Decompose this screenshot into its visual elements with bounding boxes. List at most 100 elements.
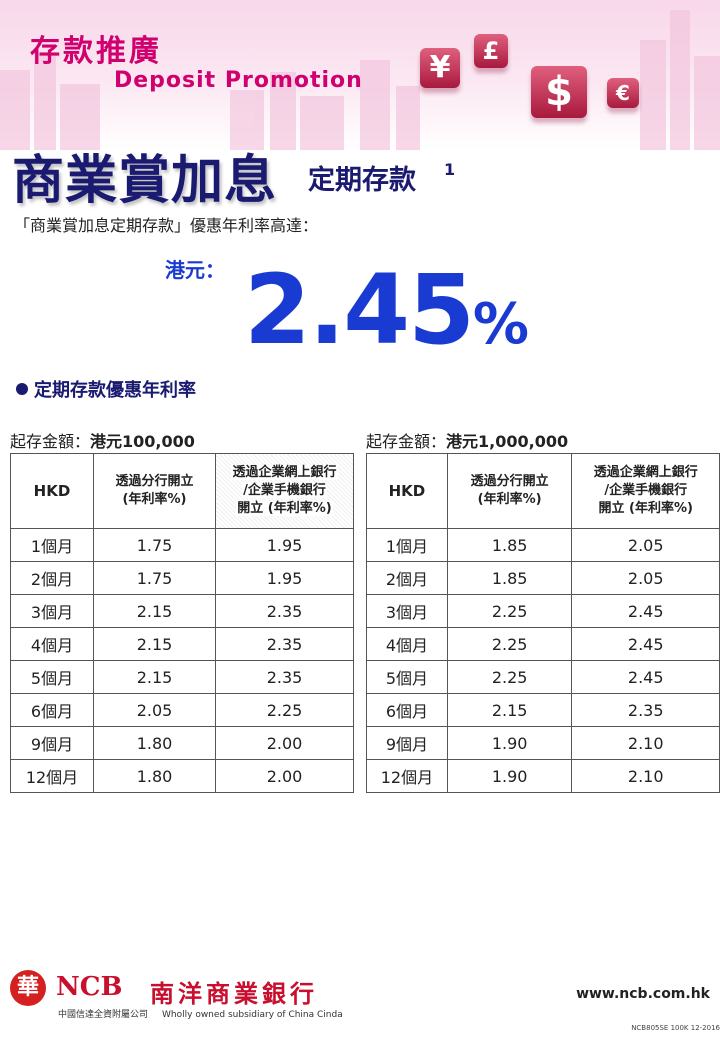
- highlight-rate-unit: %: [472, 292, 529, 357]
- header-hkd: HKD: [10, 453, 94, 529]
- branch-rate-cell: 1.85: [446, 528, 573, 562]
- table-row: 1個月 1.75 1.95: [10, 528, 354, 562]
- table-row: 2個月 1.85 2.05: [366, 561, 720, 595]
- online-rate-cell: 2.35: [215, 627, 354, 661]
- table-row: 5個月 2.25 2.45: [366, 660, 720, 694]
- online-rate-cell: 2.35: [571, 693, 720, 727]
- subsidiary-en: Wholly owned subsidiary of China Cinda: [162, 1010, 343, 1020]
- caption-prefix: 起存金額：: [10, 432, 91, 451]
- table-header-row: HKD 透過分行開立 (年利率%) 透過企業網上銀行/企業手機銀行 開立 (年利率%…: [366, 453, 720, 529]
- caption-prefix: 起存金額：: [366, 432, 447, 451]
- term-cell: 2個月: [10, 561, 94, 595]
- branch-rate-cell: 1.90: [446, 759, 573, 793]
- online-rate-cell: 1.95: [215, 561, 354, 595]
- term-cell: 9個月: [366, 726, 448, 760]
- bullet-icon: [16, 383, 28, 395]
- header-hkd: HKD: [366, 453, 448, 529]
- dollar-icon: $: [531, 66, 587, 118]
- header-branch: 透過分行開立 (年利率%): [93, 453, 216, 529]
- term-cell: 3個月: [10, 594, 94, 628]
- table-row: 6個月 2.05 2.25: [10, 693, 354, 727]
- branch-rate-cell: 2.15: [93, 660, 216, 694]
- term-cell: 12個月: [366, 759, 448, 793]
- branch-rate-cell: 2.15: [93, 594, 216, 628]
- header-online: 透過企業網上銀行/企業手機銀行 開立 (年利率%): [571, 453, 720, 529]
- table-row: 4個月 2.15 2.35: [10, 627, 354, 661]
- table-row: 12個月 1.80 2.00: [10, 759, 354, 793]
- online-rate-cell: 2.35: [215, 660, 354, 694]
- product-type: 定期存款: [308, 165, 416, 196]
- online-rate-cell: 2.00: [215, 759, 354, 793]
- branch-rate-cell: 2.25: [446, 660, 573, 694]
- header-online: 透過企業網上銀行/企業手機銀行 開立 (年利率%): [215, 453, 354, 529]
- branch-rate-cell: 2.25: [446, 627, 573, 661]
- online-rate-cell: 2.45: [571, 660, 720, 694]
- branch-rate-cell: 2.15: [446, 693, 573, 727]
- section-title-text: 定期存款優惠年利率: [34, 380, 196, 401]
- header-branch: 透過分行開立 (年利率%): [446, 453, 573, 529]
- online-rate-cell: 2.10: [571, 726, 720, 760]
- table-row: 5個月 2.15 2.35: [10, 660, 354, 694]
- term-cell: 3個月: [366, 594, 448, 628]
- online-rate-cell: 2.45: [571, 627, 720, 661]
- euro-icon: €: [607, 78, 639, 108]
- header-banner: 存款推廣 Deposit Promotion ¥ £ $ €: [0, 0, 720, 150]
- term-cell: 12個月: [10, 759, 94, 793]
- product-footnote-marker: 1: [444, 160, 456, 179]
- term-cell: 9個月: [10, 726, 94, 760]
- subsidiary-cn: 中國信達全資附屬公司: [58, 1010, 149, 1020]
- yen-icon: ¥: [420, 48, 460, 88]
- table-row: 1個月 1.85 2.05: [366, 528, 720, 562]
- table-row: 3個月 2.15 2.35: [10, 594, 354, 628]
- table-row: 9個月 1.80 2.00: [10, 726, 354, 760]
- term-cell: 6個月: [366, 693, 448, 727]
- website-link[interactable]: www.ncb.com.hk: [576, 986, 710, 1002]
- branch-rate-cell: 1.85: [446, 561, 573, 595]
- city-skyline-decoration: [0, 10, 720, 150]
- product-name: 商業賞加息: [12, 151, 278, 211]
- section-title: 定期存款優惠年利率: [16, 376, 196, 402]
- term-cell: 5個月: [10, 660, 94, 694]
- caption-amount: 港元1,000,000: [446, 432, 569, 451]
- rate-table-100k: HKD 透過分行開立 (年利率%) 透過企業網上銀行/企業手機銀行 開立 (年利率%…: [10, 453, 354, 793]
- print-code: NCB805SE 100K 12-2016: [631, 1024, 720, 1032]
- branch-rate-cell: 1.75: [93, 561, 216, 595]
- table-row: 4個月 2.25 2.45: [366, 627, 720, 661]
- table-row: 12個月 1.90 2.10: [366, 759, 720, 793]
- online-rate-cell: 2.05: [571, 561, 720, 595]
- caption-amount: 港元100,000: [90, 432, 195, 451]
- term-cell: 5個月: [366, 660, 448, 694]
- logo-ncb-text: NCB: [56, 972, 123, 1002]
- highlight-rate-value: 2.45: [244, 254, 475, 366]
- branch-rate-cell: 1.75: [93, 528, 216, 562]
- table-row: 2個月 1.75 1.95: [10, 561, 354, 595]
- intro-text: 「商業賞加息定期存款」優惠年利率高達：: [14, 216, 319, 235]
- online-rate-cell: 1.95: [215, 528, 354, 562]
- table-caption-100k: 起存金額：港元100,000: [10, 428, 195, 452]
- branch-rate-cell: 2.15: [93, 627, 216, 661]
- branch-rate-cell: 1.80: [93, 726, 216, 760]
- online-rate-cell: 2.25: [215, 693, 354, 727]
- highlight-rate: 2.45%: [244, 260, 529, 375]
- table-row: 3個月 2.25 2.45: [366, 594, 720, 628]
- branch-rate-cell: 2.05: [93, 693, 216, 727]
- term-cell: 4個月: [366, 627, 448, 661]
- table-caption-1m: 起存金額：港元1,000,000: [366, 428, 568, 452]
- pound-icon: £: [474, 34, 508, 68]
- table-row: 6個月 2.15 2.35: [366, 693, 720, 727]
- online-rate-cell: 2.35: [215, 594, 354, 628]
- online-rate-cell: 2.05: [571, 528, 720, 562]
- online-rate-cell: 2.45: [571, 594, 720, 628]
- table-row: 9個月 1.90 2.10: [366, 726, 720, 760]
- term-cell: 2個月: [366, 561, 448, 595]
- rate-table-1m: HKD 透過分行開立 (年利率%) 透過企業網上銀行/企業手機銀行 開立 (年利率%…: [366, 453, 720, 793]
- subsidiary-note: 中國信達全資附屬公司 Wholly owned subsidiary of Chi…: [58, 1007, 343, 1020]
- table-header-row: HKD 透過分行開立 (年利率%) 透過企業網上銀行/企業手機銀行 開立 (年利率%…: [10, 453, 354, 529]
- promo-title-english: Deposit Promotion: [114, 68, 363, 93]
- online-rate-cell: 2.00: [215, 726, 354, 760]
- promo-title-chinese: 存款推廣: [30, 34, 162, 69]
- branch-rate-cell: 1.90: [446, 726, 573, 760]
- branch-rate-cell: 1.80: [93, 759, 216, 793]
- term-cell: 4個月: [10, 627, 94, 661]
- term-cell: 1個月: [10, 528, 94, 562]
